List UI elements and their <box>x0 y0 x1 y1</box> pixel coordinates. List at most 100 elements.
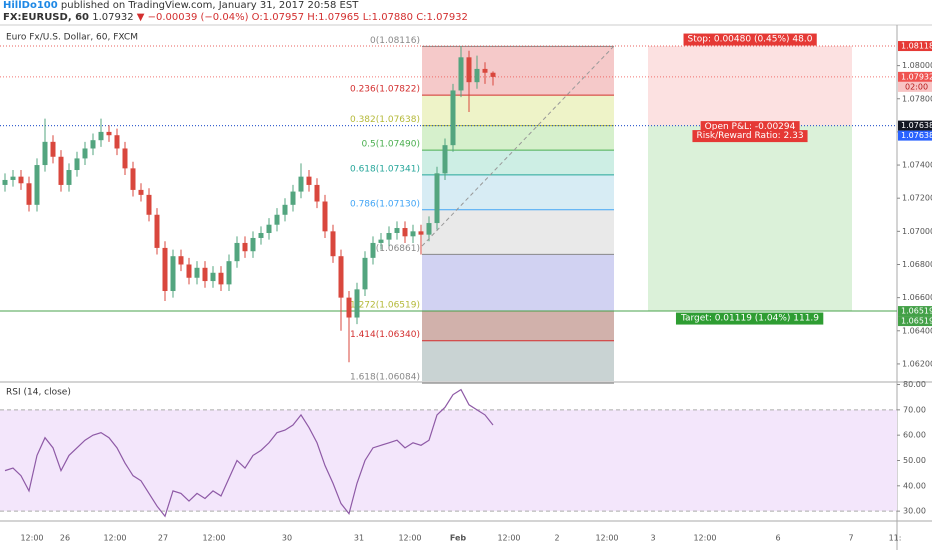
fib-label: 1.272(1.06519) <box>350 301 420 311</box>
x-tick-label: 12:00 <box>103 534 126 543</box>
x-tick-label: 12:00 <box>202 534 225 543</box>
fib-zone <box>422 311 614 341</box>
y-tick-label: 1.07000 <box>902 227 932 236</box>
candle-body <box>242 242 248 252</box>
fib-label: 1(1.06861) <box>370 244 420 254</box>
candle-body <box>466 57 472 83</box>
candle-body <box>98 131 104 141</box>
price-pane: 0(1.08116) 0.236(1.07822) 0.382(1.07638) 0.… <box>0 36 897 384</box>
price-tag <box>898 316 932 327</box>
pane-title: Euro Fx/U.S. Dollar, 60, FXCM <box>6 33 138 43</box>
rr-label: Risk/Reward Ratio: 2.33 <box>696 131 803 141</box>
rsi-title: RSI (14, close) <box>6 388 71 398</box>
low: L:1.07880 <box>362 12 414 23</box>
candle-body <box>378 239 384 243</box>
rsi-line <box>4 388 494 518</box>
symbol: FX:EURUSD, 60 <box>3 12 90 23</box>
target-label: Target: 0.01119 (1.04%) 111.9 <box>680 314 819 324</box>
candle-body <box>370 242 376 258</box>
candle-body <box>26 183 32 205</box>
price-tag-label: 1.07932 <box>901 72 932 81</box>
candle-body <box>10 176 16 180</box>
fib-zone <box>422 174 614 210</box>
candle-body <box>82 148 88 159</box>
candle-body <box>266 224 272 233</box>
candle-body <box>442 145 448 174</box>
stop-label-box <box>683 33 817 46</box>
rsi-band <box>0 409 897 512</box>
fib-zone <box>422 254 614 312</box>
header: HillDo100 published on TradingView.com, … <box>3 0 468 24</box>
fib-label: 0.236(1.07822) <box>350 85 420 95</box>
candle-body <box>2 179 8 185</box>
candle-body <box>42 141 48 166</box>
candle-body <box>490 72 496 77</box>
candle-body <box>226 261 232 285</box>
x-tick-label: 30 <box>282 534 292 543</box>
fib-label: 0.786(1.07130) <box>350 199 420 209</box>
y-tick-label: 1.07800 <box>902 94 932 103</box>
x-tick-label: 12:00 <box>398 534 421 543</box>
stop-label: Stop: 0.00480 (0.45%) 48.0 <box>688 35 813 45</box>
fib-label: 1.414(1.06340) <box>350 330 420 340</box>
rsi-tick-label: 30.00 <box>903 507 926 516</box>
x-tick-label: 12:00 <box>693 534 716 543</box>
stop-zone <box>648 46 852 126</box>
candle-body <box>50 141 56 157</box>
candle-body <box>314 184 320 202</box>
candle-body <box>34 165 40 205</box>
candle-body <box>58 156 64 185</box>
fib-zone <box>422 340 614 381</box>
candle-body <box>234 242 240 262</box>
x-tick-label: 2 <box>554 534 559 543</box>
pnl-label: Open P&L: -0.00294 <box>705 122 796 132</box>
close: C:1.07932 <box>416 12 468 23</box>
rsi-tick-label: 60.00 <box>903 431 926 440</box>
candle-body <box>210 272 216 282</box>
price-tag <box>898 306 932 317</box>
candle-body <box>186 264 192 278</box>
trend-line <box>421 45 615 247</box>
candle-body <box>74 158 80 171</box>
candle-body <box>138 189 144 195</box>
candle-body <box>394 228 400 233</box>
change: ▼ −0.00039 (−0.04%) <box>136 12 249 23</box>
y-tick-label: 1.07200 <box>902 194 932 203</box>
price-tag-label: 1.07638 <box>901 131 932 140</box>
candle-body <box>18 176 24 184</box>
candle-body <box>66 170 72 185</box>
x-tick-label: 26 <box>60 534 70 543</box>
x-tick-label: 11: <box>889 534 902 543</box>
price-tag <box>898 71 932 82</box>
candle-body <box>106 131 112 136</box>
x-tick-label: 27 <box>158 534 168 543</box>
candle-body <box>354 289 360 318</box>
countdown: 02:00 <box>905 82 928 91</box>
header-line: HillDo100 published on TradingView.com, … <box>3 0 468 12</box>
price-tag <box>898 130 932 141</box>
candle-body <box>154 214 160 248</box>
candle-body <box>290 191 296 205</box>
candle-body <box>202 267 208 282</box>
candle-body <box>322 201 328 232</box>
candle-body <box>258 232 264 238</box>
x-tick-label: 12:00 <box>595 534 618 543</box>
price-tag-label: 1.08118 <box>901 42 932 51</box>
candle-body <box>346 297 352 318</box>
candle-body <box>330 231 336 257</box>
rr-label-box <box>692 130 808 143</box>
candle-body <box>274 214 280 225</box>
countdown-box <box>898 81 932 92</box>
fib-zone <box>422 46 614 96</box>
candle-body <box>418 231 424 235</box>
candle-body <box>450 90 456 146</box>
candle-body <box>282 204 288 215</box>
rsi-tick-label: 70.00 <box>903 405 926 414</box>
x-tick-label: 3 <box>650 534 655 543</box>
header-line: FX:EURUSD, 60 1.07932 ▼ −0.00039 (−0.04%… <box>3 12 468 24</box>
author[interactable]: HillDo100 <box>3 0 58 11</box>
candle-body <box>402 228 408 237</box>
price-tag <box>898 41 932 52</box>
fib-label: 0.382(1.07638) <box>350 115 420 125</box>
